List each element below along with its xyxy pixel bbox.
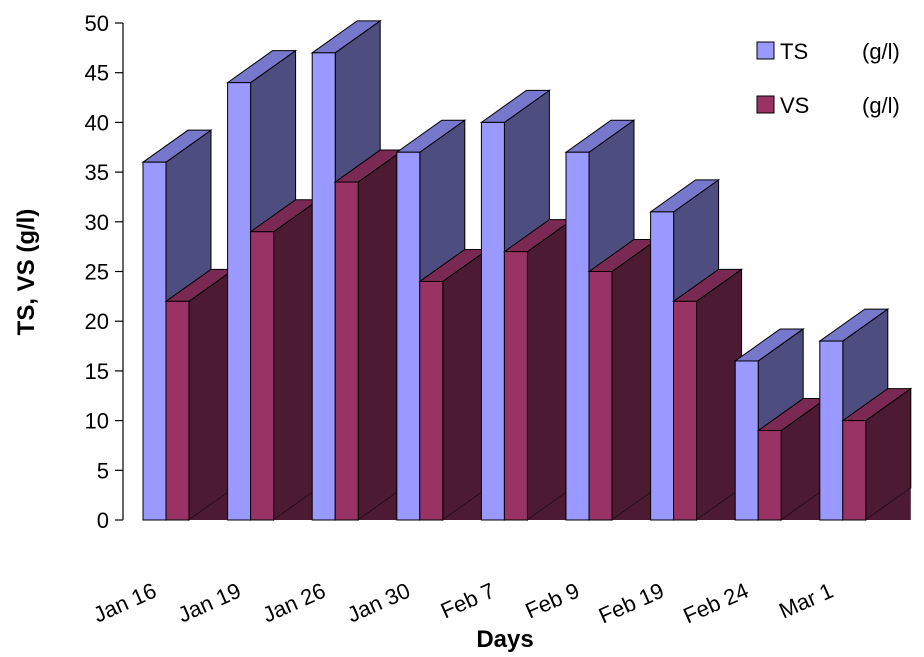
bars-layer: [141, 19, 913, 521]
bar-vs-1: [249, 198, 321, 521]
bar-vs-2-side-foot: [358, 488, 404, 520]
bar-ts-8-front: [819, 340, 844, 521]
x-tick-label: Feb 24: [679, 578, 752, 629]
bar-vs-8: [841, 387, 913, 521]
y-tick-label: 15: [85, 359, 109, 384]
bar-vs-2: [333, 149, 405, 521]
bar-vs-3: [418, 248, 490, 521]
legend-unit: (g/l): [862, 39, 900, 64]
bar-vs-4: [502, 218, 574, 521]
y-tick-label: 10: [85, 409, 109, 434]
x-tick-label: Jan 19: [174, 578, 245, 628]
x-tick-label: Feb 9: [521, 578, 583, 624]
bar-vs-1-side-foot: [273, 488, 319, 520]
x-tick-label: Feb 7: [437, 578, 499, 624]
y-tick-label: 5: [97, 458, 109, 483]
y-tick-label: 50: [85, 11, 109, 36]
legend: TS (g/l) VS (g/l): [756, 39, 900, 118]
y-axis-title: TS, VS (g/l): [13, 209, 40, 336]
bar-vs-6: [672, 268, 744, 521]
bar-ts-5-front: [565, 151, 590, 521]
bar-ts-1-front: [227, 82, 252, 521]
x-tick-label: Jan 30: [343, 578, 414, 628]
y-tick-label: 30: [85, 210, 109, 235]
x-tick-label: Jan 16: [90, 578, 161, 628]
bar-vs-7-side-foot: [781, 488, 827, 520]
bar-vs-8-side-foot: [865, 488, 911, 520]
bar-ts-2-front: [311, 52, 336, 521]
bar-vs-8-front: [842, 420, 867, 521]
bar-vs-0-front: [165, 300, 190, 521]
bar-vs-6-side-foot: [696, 488, 742, 520]
bar-vs-5-front: [588, 271, 613, 521]
y-axis: 0 5 10 15 20 25 30 35 40 45 50: [85, 11, 124, 533]
y-tick-label: 0: [97, 508, 109, 533]
y-tick-label: 25: [85, 260, 109, 285]
bar-ts-0-front: [142, 161, 167, 521]
x-tick-label: Feb 19: [595, 578, 668, 629]
legend-swatch: [756, 95, 775, 114]
x-axis-title: Days: [476, 626, 533, 653]
bar-vs-0: [164, 268, 236, 521]
legend-label: VS: [780, 93, 809, 118]
y-tick-label: 35: [85, 160, 109, 185]
bar-vs-5-side-foot: [612, 488, 657, 520]
bar-ts-3-front: [396, 151, 421, 521]
bar-vs-0-side-foot: [189, 488, 234, 520]
bar-vs-6-front: [673, 300, 698, 521]
bar-vs-3-side-foot: [442, 488, 488, 520]
y-tick-label: 20: [85, 309, 109, 334]
legend-unit: (g/l): [862, 93, 900, 118]
bar-vs-2-front: [334, 181, 359, 521]
bar-vs-7-front: [757, 430, 782, 521]
y-tick-label: 45: [85, 61, 109, 86]
x-tick-labels: Jan 16 Jan 19 Jan 26 Jan 30 Feb 7 Feb 9 Feb 19…: [90, 578, 837, 629]
bar-vs-7: [756, 397, 828, 521]
x-tick-label: Jan 26: [259, 578, 330, 628]
bar-vs-3-front: [419, 280, 444, 521]
x-tick-label: Mar 1: [775, 578, 837, 624]
bar-ts-4-front: [480, 121, 505, 521]
bar-vs-5: [587, 238, 659, 521]
bar-vs-4-side-foot: [527, 488, 573, 520]
bar-ts-7-front: [734, 360, 759, 521]
bar-vs-1-front: [250, 231, 275, 521]
legend-swatch: [756, 41, 775, 60]
bar-vs-4-front: [503, 251, 528, 521]
y-tick-label: 40: [85, 110, 109, 135]
bar-ts-6-front: [650, 211, 675, 521]
legend-label: TS: [780, 39, 808, 64]
